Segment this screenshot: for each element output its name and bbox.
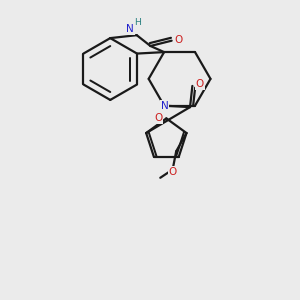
Text: N: N	[161, 100, 169, 111]
Text: O: O	[169, 167, 177, 177]
Text: O: O	[175, 35, 183, 45]
Text: N: N	[126, 24, 134, 34]
Text: O: O	[196, 80, 204, 89]
Text: H: H	[134, 18, 141, 27]
Text: O: O	[154, 113, 162, 123]
